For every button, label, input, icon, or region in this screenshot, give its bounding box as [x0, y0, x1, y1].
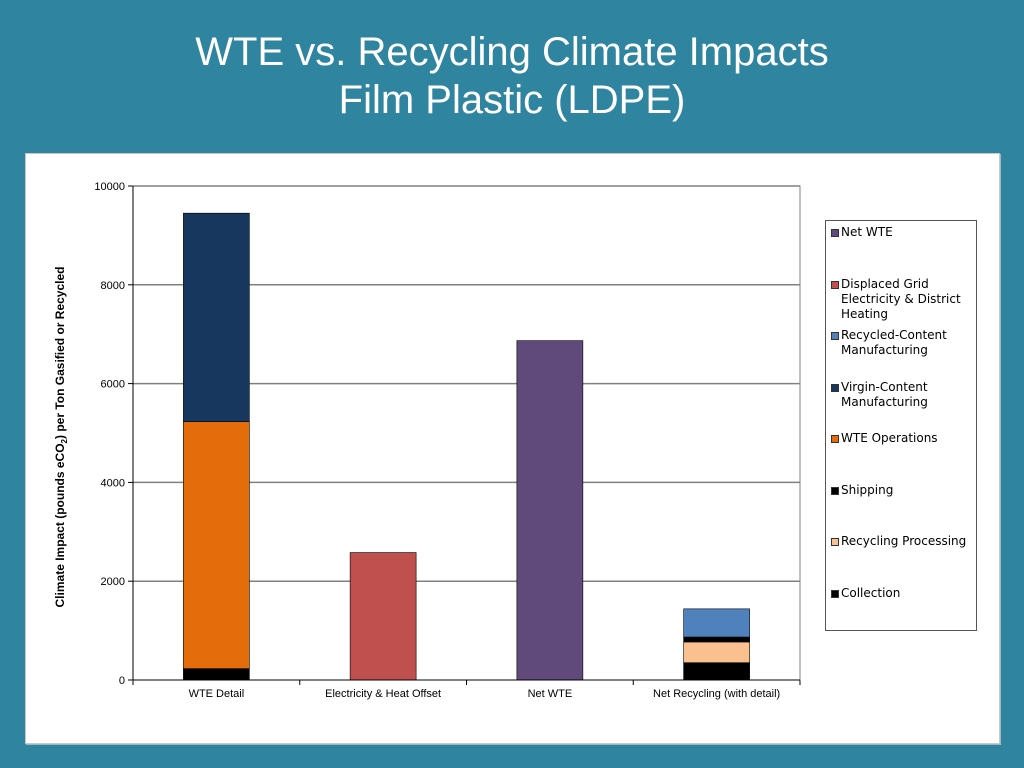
- y-tick-label: 6000: [101, 379, 125, 391]
- legend-swatch: [831, 487, 839, 495]
- legend-swatch: [831, 229, 839, 237]
- legend-swatch: [831, 435, 839, 443]
- legend-item-collection: Collection: [831, 586, 979, 601]
- bar-net-wte: [516, 340, 584, 681]
- x-tick-label: Electricity & Heat Offset: [325, 688, 441, 700]
- y-axis-label: Climate Impact (pounds eCO2) per Ton Gas…: [53, 267, 69, 608]
- bar-collection: [183, 668, 250, 681]
- bar-chart: 0 2000 4000 6000 8000 10000 WTE Detail Electric…: [53, 181, 801, 700]
- y-tick-label: 10000: [94, 181, 125, 193]
- legend-item-wte-operations: WTE Operations: [831, 431, 979, 446]
- legend-label: Displaced Grid Electricity & District He…: [841, 277, 961, 321]
- legend-item-displaced-grid-electricity-district-heating: Displaced Grid Electricity & District He…: [831, 277, 979, 322]
- y-tick-label: 0: [119, 675, 125, 687]
- y-tick-label: 8000: [101, 280, 125, 292]
- bar-collection: [683, 662, 750, 681]
- legend-label: Collection: [841, 586, 901, 600]
- bar-recycling-processing: [683, 641, 750, 664]
- legend-item-recycling-processing: Recycling Processing: [831, 534, 979, 549]
- legend-label: Recycled-Content Manufacturing: [841, 328, 947, 357]
- chart-panel: 0 2000 4000 6000 8000 10000 WTE Detail Electric…: [25, 153, 1000, 744]
- legend-swatch: [831, 281, 839, 289]
- legend-item-virgin-content-manufacturing: Virgin-Content Manufacturing: [831, 380, 979, 410]
- y-tick-label: 4000: [101, 477, 125, 489]
- bar-wte-operations: [183, 421, 250, 669]
- legend-item-shipping: Shipping: [831, 483, 979, 498]
- bar-recycled-content-manufacturing: [683, 608, 750, 638]
- legend-label: Net WTE: [841, 225, 893, 239]
- legend-label: Recycling Processing: [841, 534, 967, 548]
- legend-item-recycled-content-manufacturing: Recycled-Content Manufacturing: [831, 328, 979, 358]
- legend-label: Virgin-Content Manufacturing: [841, 380, 928, 409]
- x-tick-label: Net WTE: [528, 688, 573, 700]
- legend-label: WTE Operations: [841, 431, 938, 445]
- slide-title-line-1: WTE vs. Recycling Climate Impacts: [195, 30, 829, 74]
- bar-shipping: [683, 636, 750, 643]
- legend-swatch: [831, 590, 839, 598]
- legend-swatch: [831, 384, 839, 392]
- legend-label: Shipping: [841, 483, 894, 497]
- x-tick-label: Net Recycling (with detail): [653, 688, 780, 700]
- slide-title-line-2: Film Plastic (LDPE): [338, 78, 686, 122]
- slide-title: WTE vs. Recycling Climate Impacts Film P…: [0, 28, 1024, 124]
- bar-virgin-content-manufacturing: [183, 212, 250, 422]
- y-tick-label: 2000: [101, 576, 125, 588]
- x-tick-label: WTE Detail: [189, 688, 245, 700]
- bar-displaced-grid-electricity-district-heating: [349, 552, 417, 681]
- legend-item-net-wte: Net WTE: [831, 225, 979, 240]
- legend-swatch: [831, 538, 839, 546]
- legend-swatch: [831, 332, 839, 340]
- chart-legend: Net WTE Displaced Grid Electricity & Dist…: [825, 220, 977, 631]
